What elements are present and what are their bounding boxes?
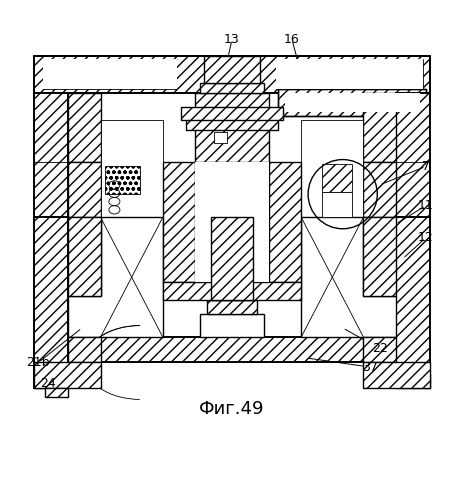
Polygon shape: [206, 300, 257, 314]
Polygon shape: [363, 162, 395, 217]
Text: 24: 24: [39, 377, 55, 390]
Text: 7: 7: [421, 160, 429, 173]
Polygon shape: [68, 162, 100, 217]
Polygon shape: [395, 374, 429, 388]
Polygon shape: [34, 362, 100, 388]
Polygon shape: [34, 374, 68, 388]
Polygon shape: [34, 337, 429, 362]
Polygon shape: [204, 56, 259, 83]
Polygon shape: [34, 93, 68, 217]
Polygon shape: [105, 167, 139, 194]
Polygon shape: [163, 282, 300, 300]
Polygon shape: [363, 362, 429, 388]
Text: 22: 22: [371, 342, 387, 355]
Polygon shape: [300, 120, 363, 217]
Polygon shape: [68, 217, 100, 295]
Polygon shape: [199, 83, 264, 93]
Polygon shape: [45, 388, 68, 397]
Polygon shape: [321, 164, 351, 192]
Polygon shape: [269, 162, 300, 282]
Polygon shape: [300, 217, 395, 337]
Polygon shape: [277, 89, 425, 116]
Polygon shape: [194, 93, 269, 162]
Polygon shape: [395, 93, 429, 217]
Text: Фиг.49: Фиг.49: [199, 400, 264, 418]
Polygon shape: [34, 217, 68, 388]
Polygon shape: [68, 93, 100, 162]
Polygon shape: [204, 162, 259, 217]
Polygon shape: [363, 93, 395, 162]
Polygon shape: [68, 217, 163, 337]
Text: 37: 37: [362, 361, 377, 374]
Polygon shape: [211, 217, 252, 300]
Polygon shape: [395, 217, 429, 388]
Polygon shape: [199, 314, 264, 337]
Polygon shape: [34, 56, 429, 93]
Polygon shape: [363, 217, 395, 295]
Polygon shape: [163, 162, 194, 282]
Text: 21b: 21b: [26, 356, 50, 369]
Text: 13: 13: [224, 33, 239, 46]
Text: 12: 12: [417, 232, 432, 245]
Polygon shape: [321, 192, 351, 217]
Polygon shape: [181, 106, 282, 120]
Text: 11: 11: [417, 199, 432, 212]
Polygon shape: [43, 59, 176, 89]
Polygon shape: [186, 116, 277, 130]
Text: 16: 16: [283, 33, 299, 46]
Polygon shape: [100, 120, 163, 217]
Polygon shape: [68, 337, 100, 362]
Polygon shape: [284, 93, 419, 112]
Polygon shape: [363, 337, 395, 362]
Polygon shape: [275, 59, 423, 89]
Polygon shape: [194, 162, 269, 282]
Polygon shape: [213, 132, 227, 143]
